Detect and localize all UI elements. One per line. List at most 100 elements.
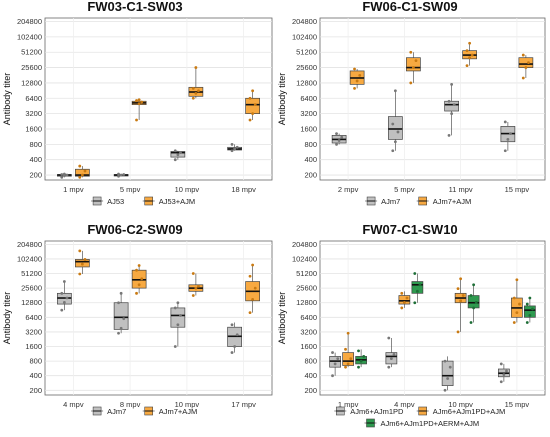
data-point <box>135 118 138 122</box>
data-point <box>137 98 141 102</box>
data-point <box>248 118 252 122</box>
box-AJ53 <box>113 172 129 178</box>
y-tick-label: 3200 <box>300 109 317 118</box>
x-tick-label: 10 mpv <box>175 185 200 194</box>
legend-label: AJm7 <box>107 407 126 416</box>
box-AJm6+AJm1PD <box>329 351 341 378</box>
y-tick-label: 1600 <box>300 124 317 133</box>
data-point <box>391 122 395 126</box>
data-point <box>346 362 350 366</box>
box-AJm6+AJm1PD+AJM <box>454 277 467 334</box>
plot-frame <box>319 240 546 396</box>
data-point <box>119 173 123 177</box>
data-point <box>251 263 255 267</box>
y-tick-label: 12800 <box>296 298 317 307</box>
data-point <box>173 158 177 162</box>
data-point <box>456 287 460 291</box>
y-tick-label: 400 <box>29 155 42 164</box>
x-tick-label: 4 mpv <box>63 400 84 409</box>
data-point <box>515 311 519 315</box>
data-point <box>176 153 180 157</box>
data-point <box>60 175 64 179</box>
panel-4: FW07-C1-SW10 200 400 800 1600 3200 6400 12800 25… <box>277 222 546 428</box>
box-AJm7+AJM <box>75 249 90 276</box>
y-tick-label: 6400 <box>300 313 317 322</box>
x-tick-label: 11 mpv <box>449 185 473 194</box>
data-point <box>197 284 200 288</box>
data-point <box>465 64 469 67</box>
data-point <box>512 321 516 324</box>
legend-item: AJm7+AJM <box>416 196 471 206</box>
box-AJm6+AJm1PD <box>385 336 398 369</box>
plot-frame <box>319 17 546 181</box>
data-point <box>469 321 473 324</box>
data-point <box>512 296 516 300</box>
data-point <box>459 277 463 281</box>
box-AJ53+AJM <box>75 164 90 179</box>
data-point <box>344 365 347 369</box>
y-tick-label: 1600 <box>25 342 42 351</box>
data-point <box>358 73 362 77</box>
panel-title: FW06-C2-SW09 <box>87 222 182 237</box>
legend-label: AJ53+AJM <box>159 197 195 206</box>
x-tick-label: 1 mpv <box>338 400 359 409</box>
data-point <box>450 112 454 116</box>
box-AJm6+AJm1PD <box>498 362 510 384</box>
data-point <box>194 286 198 290</box>
data-point <box>503 120 507 124</box>
y-tick-label: 25600 <box>296 63 317 72</box>
data-point <box>248 311 252 315</box>
legend-label: AJm6+AJm1PD+AJM <box>433 407 506 416</box>
y-tick-label: 200 <box>304 386 317 395</box>
data-point <box>83 169 87 173</box>
y-tick-label: 6400 <box>25 313 42 322</box>
box-body <box>113 302 129 330</box>
y-tick-label: 12800 <box>21 78 42 87</box>
legend-item: AJ53 <box>91 196 124 206</box>
box-body <box>441 360 454 386</box>
data-point <box>173 306 177 310</box>
box-body <box>467 295 480 309</box>
data-point <box>448 365 452 369</box>
data-point <box>525 302 529 306</box>
data-point <box>173 149 177 153</box>
data-point <box>137 102 141 106</box>
data-point <box>251 112 255 116</box>
box-AJm6+AJm1PD+AERM+AJM <box>355 349 367 369</box>
data-point <box>400 291 404 295</box>
box-AJm7 <box>444 82 459 137</box>
data-point <box>521 76 525 80</box>
box-AJm7 <box>331 132 347 146</box>
data-point <box>443 388 447 392</box>
y-tick-label: 1600 <box>25 124 42 133</box>
legend-item: AJm6+AJm1PD+AJM <box>416 406 506 416</box>
data-point <box>509 132 512 135</box>
data-point <box>251 297 255 301</box>
data-point <box>459 299 463 303</box>
legend: AJ53 AJ53+AJM <box>91 196 195 206</box>
data-point <box>176 323 180 327</box>
data-point <box>78 272 82 276</box>
data-point <box>400 306 404 310</box>
data-point <box>340 135 344 139</box>
box-AJm7 <box>170 301 186 348</box>
data-point <box>235 333 239 337</box>
legend: AJm6+AJm1PD AJm6+AJm1PD+AJM AJm6+AJm1PD+AE… <box>334 406 506 428</box>
data-point <box>411 66 415 69</box>
data-point <box>117 301 120 305</box>
y-tick-label: 200 <box>304 171 317 180</box>
data-point <box>518 302 521 306</box>
data-point <box>333 362 337 366</box>
data-point <box>389 357 393 361</box>
data-point <box>461 294 465 297</box>
panel-title: FW06-C1-SW09 <box>362 0 457 14</box>
legend-item: AJm7 <box>91 406 126 416</box>
panel-3: FW06-C2-SW09 200 400 800 1600 3200 6400 12800 25… <box>2 222 273 416</box>
data-point <box>387 365 391 369</box>
box-AJ53 <box>227 142 242 153</box>
data-point <box>502 373 506 377</box>
data-point <box>62 172 66 176</box>
legend: AJm7 AJm7+AJM <box>91 406 197 416</box>
data-point <box>393 89 397 93</box>
panel-title: FW07-C1-SW10 <box>362 222 457 237</box>
